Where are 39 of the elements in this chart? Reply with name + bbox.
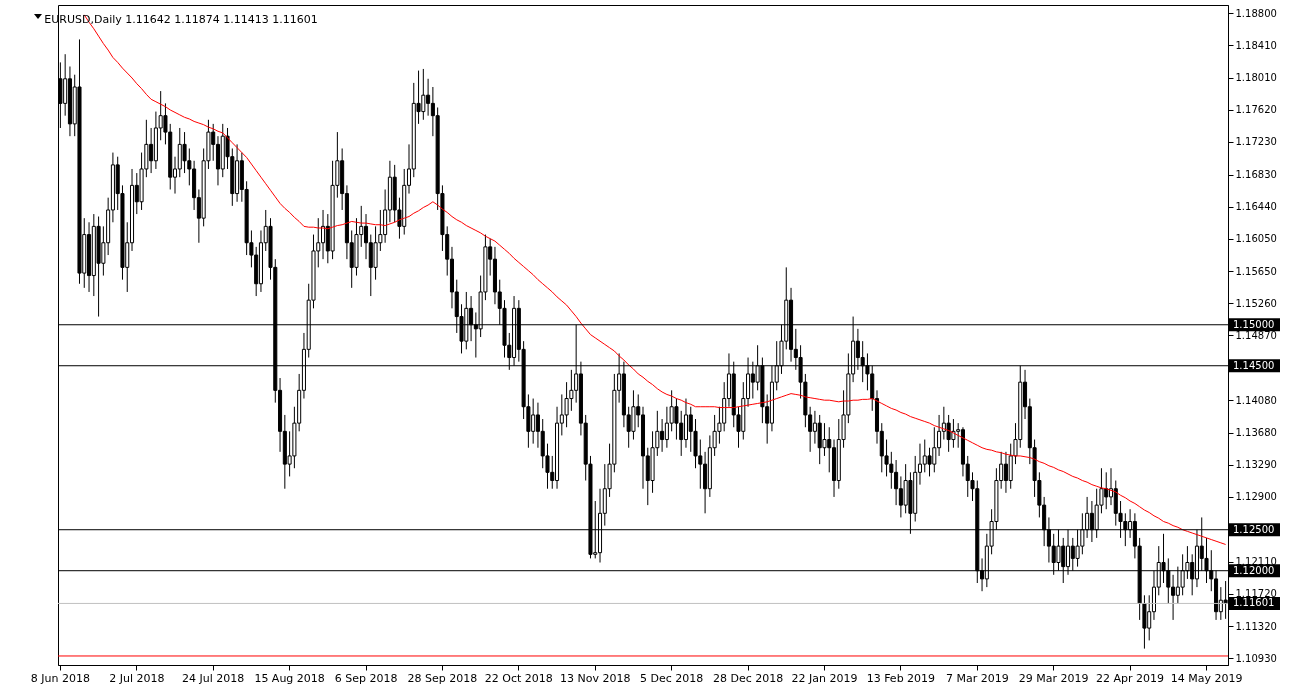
y-tick-label: 1.14080: [1235, 394, 1277, 406]
y-tick-label: 1.18800: [1235, 7, 1277, 19]
x-tick-label: 13 Feb 2019: [866, 671, 936, 685]
x-tick-label: 7 Mar 2019: [945, 671, 1009, 685]
y-tick-label: 1.16050: [1235, 233, 1277, 245]
y-tick-label: 1.14870: [1235, 329, 1277, 341]
y-tick-label: 1.13680: [1235, 427, 1277, 439]
ref-line-label: 1.14500: [1233, 359, 1275, 371]
x-tick-label: 24 Jul 2018: [182, 671, 245, 685]
y-tick-label: 1.16440: [1235, 201, 1277, 213]
y-tick-label: 1.15650: [1235, 265, 1277, 277]
y-tick-label: 1.18410: [1235, 39, 1277, 51]
x-tick-label: 22 Apr 2019: [1096, 671, 1165, 685]
x-tick-label: 22 Jan 2019: [791, 671, 858, 685]
y-tick-label: 1.17230: [1235, 136, 1277, 148]
y-tick-label: 1.11720: [1235, 588, 1277, 600]
x-tick-label: 29 Mar 2019: [1018, 671, 1089, 685]
y-tick-label: 1.13290: [1235, 459, 1277, 471]
y-tick-label: 1.18010: [1235, 72, 1277, 84]
ref-line-label: 1.15000: [1233, 318, 1275, 330]
ref-line-label: 1.12000: [1233, 564, 1275, 576]
x-tick-label: 13 Nov 2018: [560, 671, 631, 685]
y-tick-label: 1.17620: [1235, 104, 1277, 116]
y-tick-label: 1.11320: [1235, 620, 1277, 632]
y-tick-label: 1.16830: [1235, 169, 1277, 181]
x-tick-label: 14 May 2019: [1170, 671, 1243, 685]
x-tick-label: 5 Dec 2018: [640, 671, 704, 685]
x-tick-label: 28 Sep 2018: [407, 671, 478, 685]
x-tick-label: 8 Jun 2018: [30, 671, 90, 685]
x-tick-label: 6 Sep 2018: [334, 671, 398, 685]
ref-line-label: 1.11601: [1233, 597, 1275, 609]
y-tick-label: 1.10930: [1235, 652, 1277, 664]
y-tick-label: 1.15260: [1235, 297, 1277, 309]
x-tick-label: 22 Oct 2018: [484, 671, 553, 685]
y-tick-label: 1.12900: [1235, 491, 1277, 503]
x-tick-label: 28 Dec 2018: [712, 671, 784, 685]
ref-line-label: 1.12500: [1233, 523, 1275, 535]
x-tick-label: 2 Jul 2018: [109, 671, 165, 685]
x-tick-label: 15 Aug 2018: [254, 671, 325, 685]
